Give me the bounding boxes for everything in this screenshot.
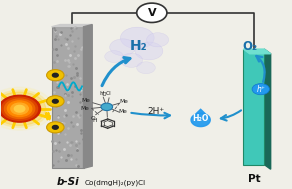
Circle shape	[105, 51, 123, 63]
Circle shape	[11, 103, 28, 114]
Circle shape	[47, 122, 64, 133]
Circle shape	[47, 70, 64, 81]
Text: Me: Me	[118, 109, 127, 114]
Text: O: O	[102, 92, 107, 97]
Text: O: O	[91, 115, 95, 121]
Text: Pt: Pt	[248, 174, 260, 184]
Polygon shape	[191, 113, 210, 127]
Circle shape	[0, 87, 53, 130]
Circle shape	[120, 53, 142, 67]
Circle shape	[1, 97, 38, 120]
Polygon shape	[52, 25, 92, 27]
Text: 2H⁺: 2H⁺	[148, 107, 165, 116]
Circle shape	[14, 105, 25, 112]
Circle shape	[110, 39, 136, 56]
Text: Me: Me	[80, 106, 89, 111]
Circle shape	[53, 99, 58, 103]
Circle shape	[135, 42, 163, 60]
Circle shape	[7, 101, 32, 117]
Circle shape	[137, 62, 155, 74]
Text: H₂O: H₂O	[192, 115, 209, 123]
Circle shape	[137, 3, 167, 22]
Text: Co(dmgH)₂(py)Cl: Co(dmgH)₂(py)Cl	[85, 179, 146, 186]
Circle shape	[147, 33, 169, 47]
Text: H₂: H₂	[130, 39, 147, 53]
Text: V: V	[147, 8, 156, 18]
Circle shape	[252, 84, 270, 95]
Circle shape	[47, 96, 64, 107]
Text: Me: Me	[119, 99, 128, 104]
Polygon shape	[84, 25, 92, 168]
Text: b-Si: b-Si	[56, 177, 79, 187]
Text: Cl: Cl	[106, 91, 112, 96]
Circle shape	[0, 95, 41, 122]
Text: O₂: O₂	[242, 40, 258, 53]
Polygon shape	[196, 109, 205, 114]
Text: Me: Me	[81, 98, 90, 103]
Circle shape	[4, 99, 35, 118]
Text: H: H	[99, 91, 104, 96]
Circle shape	[0, 92, 46, 125]
Polygon shape	[243, 49, 271, 54]
Circle shape	[101, 103, 113, 111]
Text: H: H	[92, 118, 97, 123]
Circle shape	[120, 27, 154, 49]
Circle shape	[53, 125, 58, 129]
Bar	[243, 49, 264, 165]
Polygon shape	[264, 49, 271, 169]
Circle shape	[0, 90, 49, 127]
Text: h⁺: h⁺	[256, 85, 265, 94]
Circle shape	[53, 73, 58, 77]
Bar	[52, 27, 84, 168]
